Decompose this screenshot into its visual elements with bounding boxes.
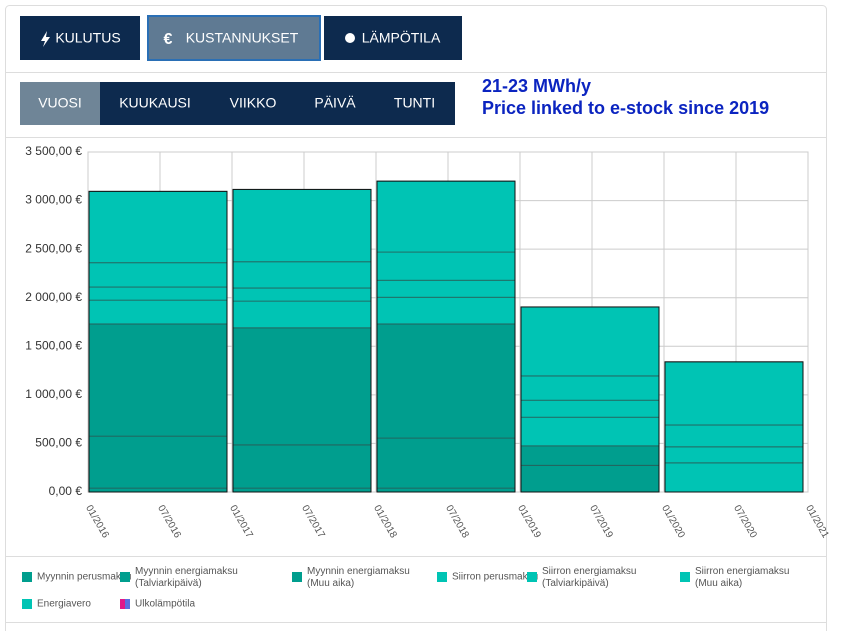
bar-segment xyxy=(664,361,804,426)
legend-swatch xyxy=(527,572,537,582)
bar-segment xyxy=(376,487,516,493)
bar-segment xyxy=(376,437,516,489)
legend-label: Myynnin perusmaksu xyxy=(37,572,131,583)
bar-segment xyxy=(520,445,660,466)
tab-label: KULUTUS xyxy=(55,30,120,46)
bar-segment xyxy=(520,464,660,493)
bar-segment xyxy=(664,462,804,493)
bar-segment xyxy=(88,262,228,288)
y-tick-label: 1 500,00 € xyxy=(25,338,82,352)
period-label[interactable]: VIIKKO xyxy=(230,95,277,111)
legend-swatch xyxy=(292,572,302,582)
bar-segment xyxy=(88,190,228,264)
bar-outline xyxy=(520,306,660,493)
period-label[interactable]: PÄIVÄ xyxy=(314,95,356,111)
bar-segment xyxy=(232,287,372,302)
y-tick-label: 500,00 € xyxy=(35,436,82,450)
bar-segment xyxy=(232,444,372,489)
bar-segment xyxy=(232,487,372,493)
bar-outline xyxy=(664,361,804,493)
legend-label: Siirron perusmaksu xyxy=(452,572,538,583)
bar-segment xyxy=(376,296,516,325)
bolt-icon xyxy=(41,31,50,47)
legend-swatch xyxy=(22,599,32,609)
bar-segment xyxy=(88,323,228,437)
bar-segment xyxy=(88,435,228,489)
legend-swatch xyxy=(120,572,130,582)
legend-label: Myynnin energiamaksu (Talviarkipäivä) xyxy=(135,566,238,589)
bar-segment xyxy=(232,188,372,263)
bar-outline xyxy=(88,190,228,493)
bar-segment xyxy=(664,446,804,464)
legend-label: Siirron energiamaksu (Talviarkipäivä) xyxy=(542,566,637,589)
y-tick-label: 3 500,00 € xyxy=(25,144,82,158)
y-tick-label: 2 500,00 € xyxy=(25,241,82,255)
tab-label: KUSTANNUKSET xyxy=(186,30,299,46)
period-label[interactable]: TUNTI xyxy=(394,95,435,111)
y-tick-label: 0,00 € xyxy=(49,484,83,498)
tab[interactable] xyxy=(147,15,321,61)
y-tick-label: 2 000,00 € xyxy=(25,290,82,304)
bar-segment xyxy=(520,399,660,418)
bar-segment xyxy=(376,180,516,253)
bar-segment xyxy=(376,251,516,281)
y-tick-label: 3 000,00 € xyxy=(25,193,82,207)
bar-segment xyxy=(232,327,372,446)
bar-outline xyxy=(376,180,516,493)
legend-label: Ulkolämpötila xyxy=(135,599,195,610)
legend-label: Energiavero xyxy=(37,599,91,610)
bar-segment xyxy=(520,416,660,447)
period-label[interactable]: KUUKAUSI xyxy=(119,95,191,111)
tab-label: LÄMPÖTILA xyxy=(362,29,441,46)
legend-label: Myynnin energiamaksu (Muu aika) xyxy=(307,566,410,589)
bar-outline xyxy=(232,188,372,493)
euro-icon: € xyxy=(164,31,173,48)
bar-segment xyxy=(664,424,804,448)
legend-swatch xyxy=(22,572,32,582)
bar-segment xyxy=(88,487,228,493)
note: Price linked to e-stock since 2019 xyxy=(482,98,769,118)
legend-swatch xyxy=(437,572,447,582)
bar-segment xyxy=(376,279,516,298)
tab[interactable] xyxy=(20,16,140,60)
bar-segment xyxy=(376,323,516,439)
bar-segment xyxy=(232,261,372,289)
sun-icon xyxy=(345,33,355,43)
legend-label: Siirron energiamaksu (Muu aika) xyxy=(695,566,790,589)
bar-segment xyxy=(88,299,228,325)
bar-segment xyxy=(520,306,660,377)
note: 21-23 MWh/y xyxy=(482,76,591,96)
bar-segment xyxy=(88,286,228,301)
legend-swatch xyxy=(125,599,130,609)
y-tick-label: 1 000,00 € xyxy=(25,387,82,401)
legend-swatch xyxy=(680,572,690,582)
bar-segment xyxy=(520,375,660,401)
period-label[interactable]: VUOSI xyxy=(38,95,82,111)
period-active[interactable] xyxy=(20,82,100,125)
bar-segment xyxy=(232,300,372,329)
